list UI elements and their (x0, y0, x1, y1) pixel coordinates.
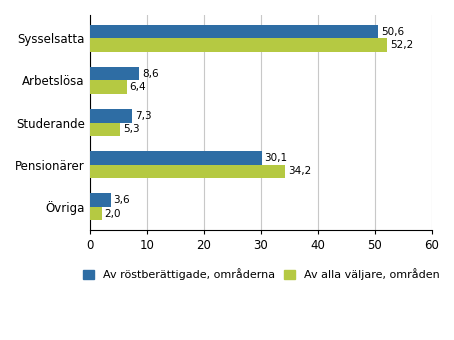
Legend: Av röstberättigade, områderna, Av alla väljare, områden: Av röstberättigade, områderna, Av alla v… (78, 264, 444, 285)
Text: 5,3: 5,3 (123, 124, 140, 134)
Bar (90, 151, 262, 165)
Bar (90, 25, 378, 38)
Text: 3,6: 3,6 (114, 195, 130, 205)
Text: 8,6: 8,6 (142, 69, 159, 79)
Bar (90, 165, 285, 178)
Text: 50,6: 50,6 (381, 27, 404, 36)
Text: 30,1: 30,1 (264, 153, 287, 163)
Bar (90, 80, 127, 94)
Text: 7,3: 7,3 (135, 111, 151, 121)
Text: 34,2: 34,2 (288, 166, 311, 176)
Bar (90, 109, 132, 122)
Bar (90, 122, 120, 136)
Text: 52,2: 52,2 (390, 40, 413, 50)
Bar (90, 38, 387, 52)
Bar (90, 193, 111, 207)
Text: 2,0: 2,0 (104, 208, 121, 219)
Bar (90, 207, 102, 220)
Text: 6,4: 6,4 (129, 82, 146, 92)
Bar (90, 67, 139, 80)
